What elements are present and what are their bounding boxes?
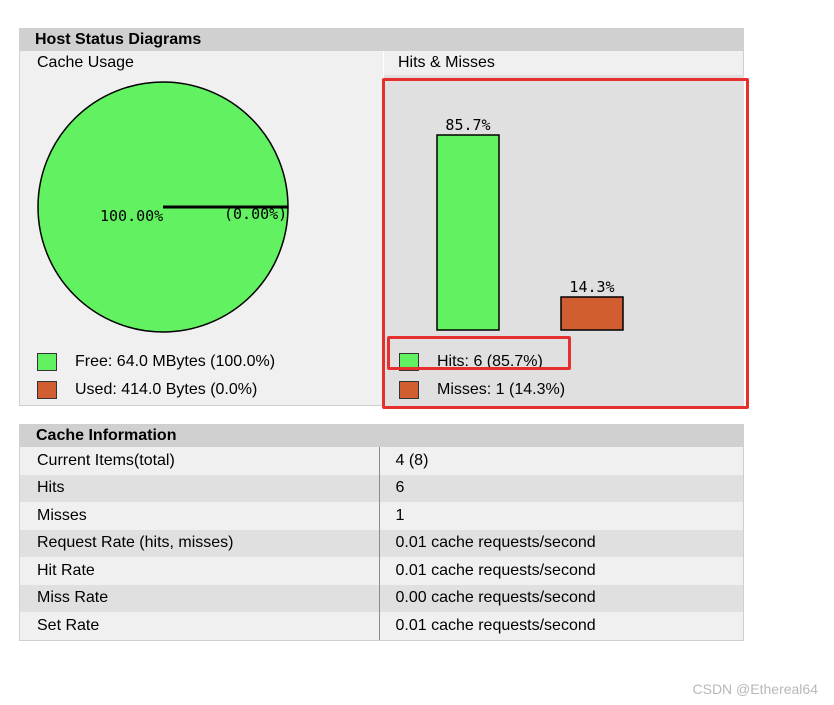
- table-cell-value: 4 (8): [379, 447, 743, 475]
- legend-used-swatch: [37, 381, 57, 399]
- table-row: Set Rate 0.01 cache requests/second: [20, 612, 743, 640]
- highlight-hits-misses-box: [382, 78, 749, 409]
- legend-hits: Hits: 6 (85.7%): [399, 352, 543, 372]
- table-row: Miss Rate 0.00 cache requests/second: [20, 584, 743, 612]
- table-cell-value: 0.01 cache requests/second: [379, 557, 743, 585]
- table-cell-value: 6: [379, 474, 743, 502]
- legend-used: Used: 414.0 Bytes (0.0%): [37, 380, 257, 400]
- legend-misses: Misses: 1 (14.3%): [399, 380, 565, 400]
- cache-usage-pie-chart: 100.00% (0.00%): [37, 81, 289, 333]
- pie-label-used: (0.00%): [224, 205, 287, 223]
- table-row: Hits 6: [20, 474, 743, 502]
- cache-information-title: Cache Information: [20, 425, 743, 447]
- table-cell-value: 1: [379, 502, 743, 530]
- table-cell-key: Request Rate (hits, misses): [20, 529, 380, 557]
- table-cell-key: Hit Rate: [20, 557, 380, 585]
- legend-misses-swatch: [399, 381, 419, 399]
- pie-label-free: 100.00%: [100, 207, 163, 225]
- host-status-panel: Host Status Diagrams Cache Usage Hits & …: [19, 28, 744, 406]
- bar-hits: [436, 134, 500, 331]
- table-row: Hit Rate 0.01 cache requests/second: [20, 557, 743, 585]
- highlight-hits-legend-box: [387, 336, 571, 370]
- table-cell-key: Miss Rate: [20, 584, 380, 612]
- table-cell-key: Hits: [20, 474, 380, 502]
- cache-usage-title: Cache Usage: [37, 54, 134, 71]
- cache-information-table: Current Items(total) 4 (8) Hits 6 Misses 1 Req…: [20, 447, 743, 640]
- bar-label-misses: 14.3%: [569, 278, 614, 296]
- legend-used-label: Used: 414.0 Bytes (0.0%): [75, 381, 258, 398]
- hits-misses-title: Hits & Misses: [398, 54, 495, 71]
- table-cell-value: 0.00 cache requests/second: [379, 584, 743, 612]
- table-cell-key: Set Rate: [20, 612, 380, 640]
- table-cell-key: Misses: [20, 502, 380, 530]
- hits-misses-bar-chart: 85.7% 14.3%: [436, 116, 624, 331]
- legend-hits-swatch: [399, 353, 419, 371]
- legend-free-label: Free: 64.0 MBytes (100.0%): [75, 353, 276, 370]
- legend-free: Free: 64.0 MBytes (100.0%): [37, 352, 275, 372]
- table-row: Current Items(total) 4 (8): [20, 447, 743, 475]
- legend-hits-label: Hits: 6 (85.7%): [437, 353, 543, 370]
- legend-free-swatch: [37, 353, 57, 371]
- table-row: Misses 1: [20, 502, 743, 530]
- host-status-title: Host Status Diagrams: [20, 29, 743, 51]
- table-cell-key: Current Items(total): [20, 447, 380, 475]
- legend-misses-label: Misses: 1 (14.3%): [437, 381, 566, 398]
- bar-label-hits: 85.7%: [445, 116, 490, 134]
- table-row: Request Rate (hits, misses) 0.01 cache re…: [20, 529, 743, 557]
- cache-information-panel: Cache Information Current Items(total) 4 …: [19, 424, 744, 641]
- table-cell-value: 0.01 cache requests/second: [379, 529, 743, 557]
- table-cell-value: 0.01 cache requests/second: [379, 612, 743, 640]
- bar-misses: [560, 296, 624, 331]
- watermark: CSDN @Ethereal64: [692, 681, 819, 697]
